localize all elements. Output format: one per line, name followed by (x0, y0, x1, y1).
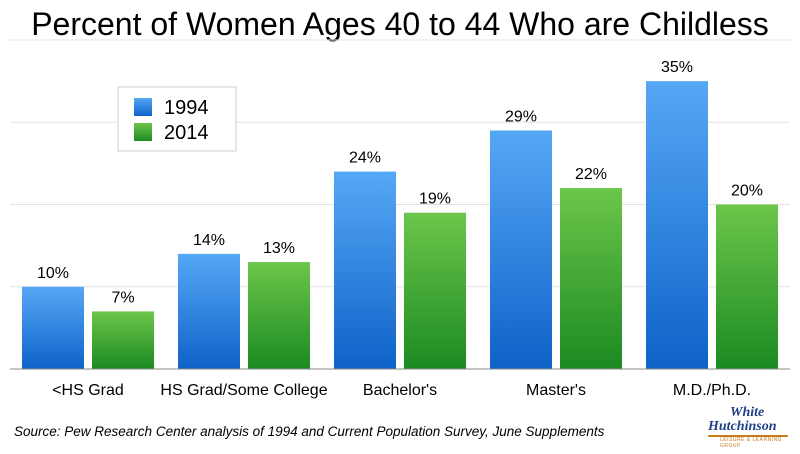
x-tick-label: Master's (526, 382, 586, 399)
logo-text-white: White (730, 405, 765, 420)
data-label: 35% (661, 59, 693, 76)
bar-2014-3 (560, 188, 622, 369)
bar-1994-0 (22, 286, 84, 369)
logo-tagline: LEISURE & LEARNING GROUP (720, 437, 783, 449)
bar-1994-4 (646, 81, 708, 369)
legend-swatch (134, 98, 152, 116)
bar-2014-4 (716, 204, 778, 369)
bar-1994-3 (490, 130, 552, 369)
x-tick-label: Bachelor's (363, 382, 437, 399)
chart-title: Percent of Women Ages 40 to 44 Who are C… (31, 6, 769, 42)
data-label: 29% (505, 108, 537, 125)
legend-swatch (134, 123, 152, 141)
data-label: 13% (263, 240, 295, 257)
bar-2014-0 (92, 311, 154, 369)
bar-2014-2 (404, 212, 466, 369)
data-label: 19% (419, 191, 451, 208)
data-label: 20% (731, 183, 763, 200)
data-label: 22% (575, 166, 607, 183)
source-note: Source: Pew Research Center analysis of … (14, 424, 605, 439)
x-tick-label: HS Grad/Some College (160, 382, 327, 399)
bar-1994-2 (334, 171, 396, 369)
logo-text-hutchinson: Hutchinson (708, 419, 777, 434)
bar-2014-1 (248, 262, 310, 369)
data-label: 14% (193, 232, 225, 249)
data-label: 24% (349, 150, 381, 167)
bar-1994-1 (178, 253, 240, 369)
white-hutchinson-logo: White Hutchinson LEISURE & LEARNING GROU… (700, 404, 796, 450)
data-label: 10% (37, 265, 69, 282)
data-label: 7% (111, 289, 134, 306)
logo-swoosh (708, 435, 788, 437)
legend-label: 1994 (164, 97, 209, 119)
legend-label: 2014 (164, 122, 209, 144)
x-tick-label: <HS Grad (52, 382, 124, 399)
x-tick-label: M.D./Ph.D. (673, 382, 751, 399)
